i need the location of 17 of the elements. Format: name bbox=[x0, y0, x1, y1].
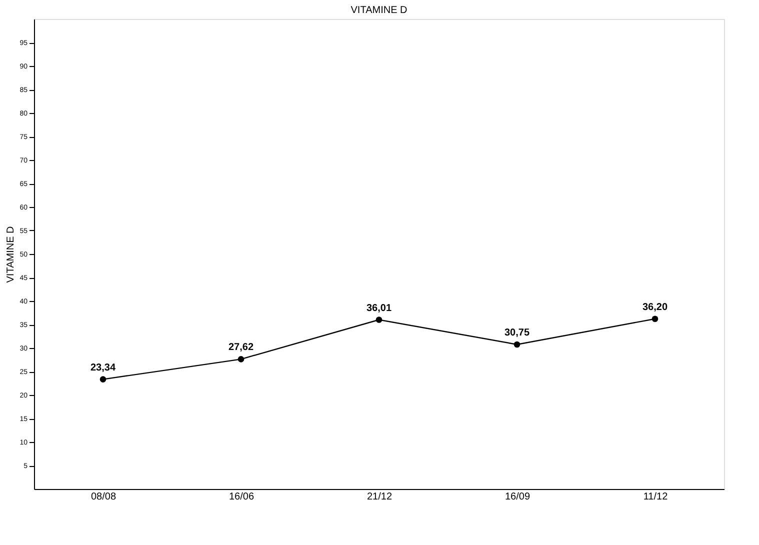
x-tick-label: 16/09 bbox=[504, 492, 530, 502]
x-tick-label: 16/06 bbox=[228, 492, 254, 502]
data-label: 36,01 bbox=[366, 302, 392, 314]
x-tick-label: 11/12 bbox=[643, 492, 668, 502]
point bbox=[514, 341, 520, 348]
chart-title: VITAMINE D bbox=[350, 5, 408, 16]
point bbox=[652, 316, 658, 322]
point bbox=[100, 376, 106, 382]
point bbox=[238, 356, 244, 362]
data-label: 23,34 bbox=[90, 362, 116, 374]
data-label: 27,62 bbox=[228, 342, 254, 354]
point bbox=[376, 316, 382, 323]
x-tick-label: 21/12 bbox=[366, 492, 392, 502]
data-label: 36,20 bbox=[642, 302, 668, 313]
y-axis-title: VITAMINE D bbox=[6, 226, 17, 283]
data-label: 30,75 bbox=[504, 327, 530, 338]
x-tick-label: 08/08 bbox=[90, 492, 116, 502]
